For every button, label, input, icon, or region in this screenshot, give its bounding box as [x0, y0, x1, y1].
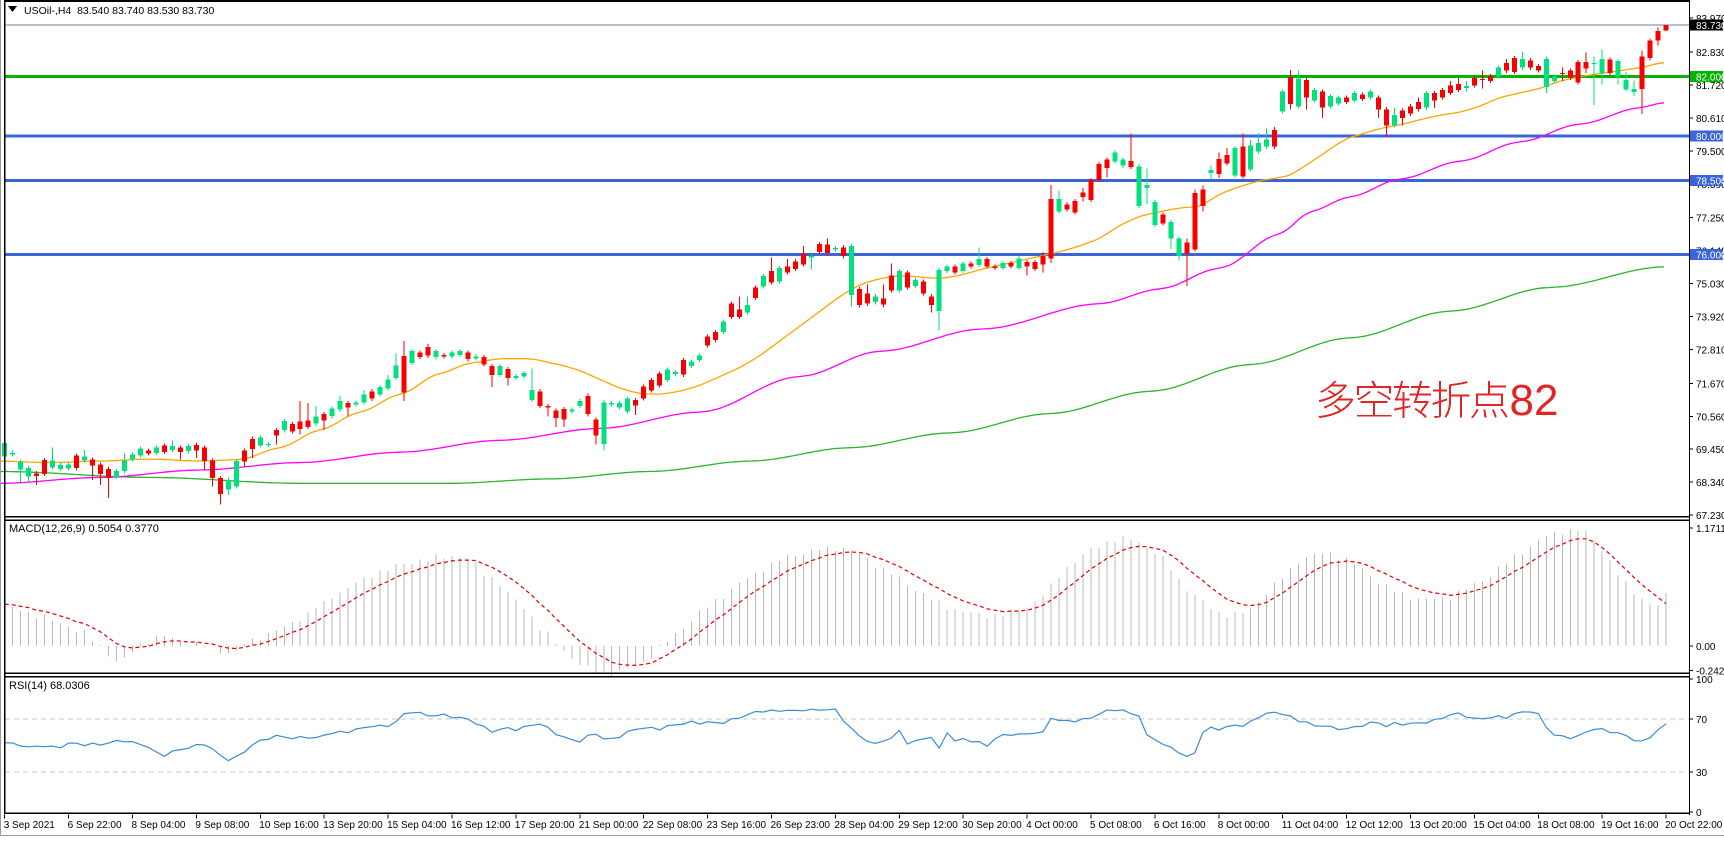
svg-text:9 Sep 08:00: 9 Sep 08:00 — [195, 820, 249, 831]
svg-text:6 Sep 22:00: 6 Sep 22:00 — [68, 820, 122, 831]
svg-text:17 Sep 20:00: 17 Sep 20:00 — [515, 820, 575, 831]
svg-text:11 Oct 04:00: 11 Oct 04:00 — [1282, 820, 1339, 831]
svg-text:15 Oct 04:00: 15 Oct 04:00 — [1473, 820, 1531, 831]
svg-text:81.720: 81.720 — [1696, 81, 1724, 92]
svg-text:3 Sep 2021: 3 Sep 2021 — [4, 820, 56, 831]
svg-text:RSI(14) 68.0306: RSI(14) 68.0306 — [9, 680, 90, 692]
svg-text:80.000: 80.000 — [1696, 132, 1724, 143]
svg-text:67.230: 67.230 — [1696, 511, 1724, 522]
svg-text:MACD(12,26,9) 0.5054 0.3770: MACD(12,26,9) 0.5054 0.3770 — [9, 523, 159, 535]
svg-text:12 Oct 12:00: 12 Oct 12:00 — [1346, 820, 1404, 831]
svg-text:USOil-,H4 83.540 83.740 83.53: USOil-,H4 83.540 83.740 83.530 83.730 — [24, 5, 214, 17]
svg-text:73.920: 73.920 — [1696, 313, 1724, 324]
svg-text:8 Oct 00:00: 8 Oct 00:00 — [1218, 820, 1270, 831]
svg-text:8 Sep 04:00: 8 Sep 04:00 — [132, 820, 186, 831]
svg-text:70: 70 — [1696, 715, 1708, 726]
svg-text:79.500: 79.500 — [1696, 147, 1724, 158]
svg-text:80.610: 80.610 — [1696, 114, 1724, 125]
svg-text:13 Sep 20:00: 13 Sep 20:00 — [323, 820, 383, 831]
svg-text:28 Sep 04:00: 28 Sep 04:00 — [834, 820, 894, 831]
svg-text:82.000: 82.000 — [1696, 73, 1724, 84]
svg-text:76.000: 76.000 — [1696, 251, 1724, 262]
svg-text:68.340: 68.340 — [1696, 478, 1724, 489]
svg-text:26 Sep 23:00: 26 Sep 23:00 — [771, 820, 831, 831]
svg-text:16 Sep 12:00: 16 Sep 12:00 — [451, 820, 511, 831]
svg-text:77.250: 77.250 — [1696, 214, 1724, 225]
svg-text:78.500: 78.500 — [1696, 177, 1724, 188]
svg-text:10 Sep 16:00: 10 Sep 16:00 — [259, 820, 319, 831]
svg-text:29 Sep 12:00: 29 Sep 12:00 — [898, 820, 958, 831]
svg-text:21 Sep 00:00: 21 Sep 00:00 — [579, 820, 639, 831]
svg-text:72.810: 72.810 — [1696, 346, 1724, 357]
svg-text:-0.2424: -0.2424 — [1696, 666, 1724, 677]
svg-text:6 Oct 16:00: 6 Oct 16:00 — [1154, 820, 1206, 831]
svg-text:0: 0 — [1696, 808, 1702, 819]
svg-text:71.670: 71.670 — [1696, 379, 1724, 390]
svg-text:13 Oct 20:00: 13 Oct 20:00 — [1410, 820, 1468, 831]
svg-text:82: 82 — [1510, 376, 1559, 425]
svg-text:15 Sep 04:00: 15 Sep 04:00 — [387, 820, 447, 831]
svg-text:75.030: 75.030 — [1696, 280, 1724, 291]
svg-text:19 Oct 16:00: 19 Oct 16:00 — [1601, 820, 1659, 831]
svg-text:20 Oct 22:00: 20 Oct 22:00 — [1665, 820, 1723, 831]
svg-text:30 Sep 20:00: 30 Sep 20:00 — [962, 820, 1022, 831]
svg-text:5 Oct 08:00: 5 Oct 08:00 — [1090, 820, 1142, 831]
svg-text:69.450: 69.450 — [1696, 445, 1724, 456]
svg-text:23 Sep 16:00: 23 Sep 16:00 — [707, 820, 767, 831]
svg-text:82.830: 82.830 — [1696, 48, 1724, 59]
svg-text:83.730: 83.730 — [1696, 21, 1724, 32]
svg-text:18 Oct 08:00: 18 Oct 08:00 — [1537, 820, 1595, 831]
svg-text:0.00: 0.00 — [1696, 642, 1716, 653]
svg-text:1.1711: 1.1711 — [1696, 524, 1724, 535]
svg-text:4 Oct 00:00: 4 Oct 00:00 — [1026, 820, 1078, 831]
svg-text:30: 30 — [1696, 768, 1708, 779]
svg-text:83.970: 83.970 — [1696, 14, 1724, 25]
svg-text:22 Sep 08:00: 22 Sep 08:00 — [643, 820, 703, 831]
svg-text:70.560: 70.560 — [1696, 412, 1724, 423]
svg-text:100: 100 — [1696, 675, 1713, 686]
